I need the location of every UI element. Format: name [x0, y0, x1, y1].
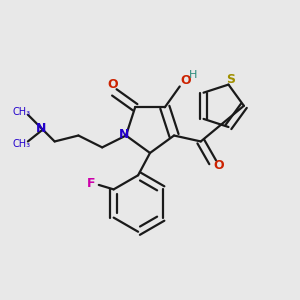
Text: O: O: [213, 159, 224, 172]
Text: F: F: [87, 177, 96, 190]
Text: H: H: [189, 70, 197, 80]
Text: CH₃: CH₃: [13, 107, 31, 117]
Text: O: O: [180, 74, 191, 87]
Text: S: S: [226, 73, 235, 86]
Text: O: O: [107, 79, 118, 92]
Text: N: N: [36, 122, 46, 136]
Text: CH₃: CH₃: [13, 140, 31, 149]
Text: N: N: [119, 128, 130, 141]
